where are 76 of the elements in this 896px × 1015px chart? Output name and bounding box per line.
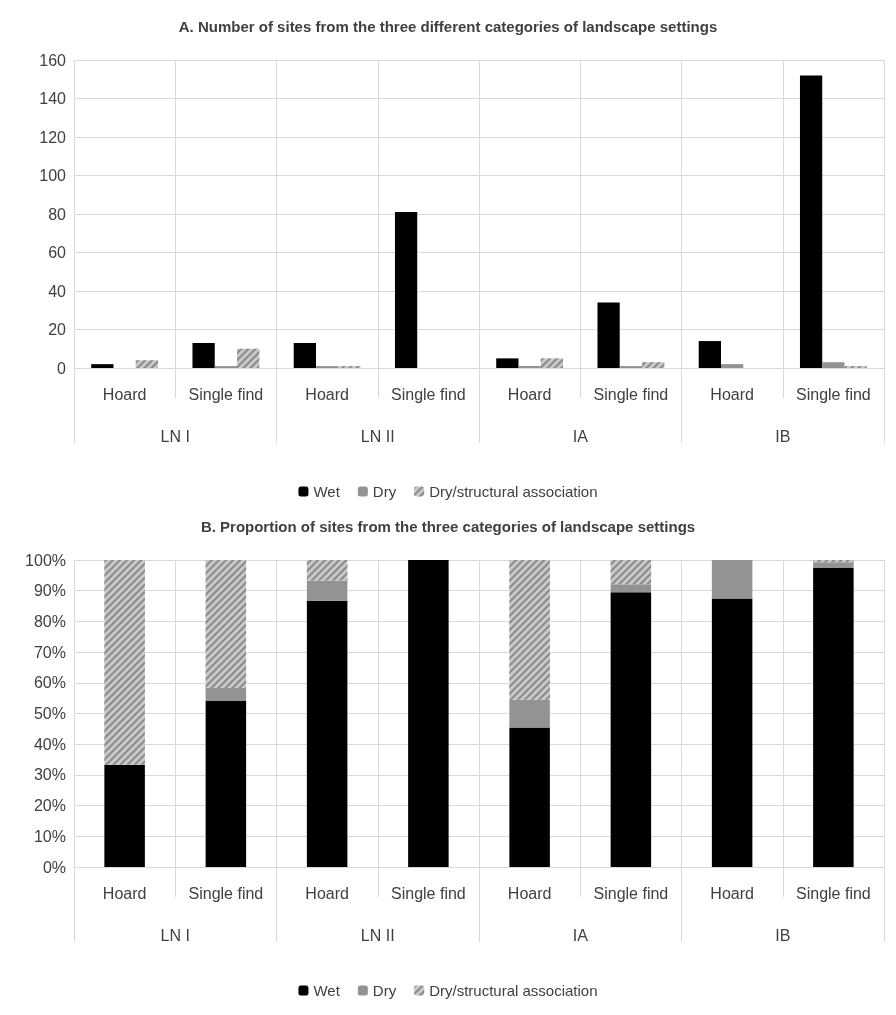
bar: [509, 727, 550, 867]
y-tick-label: 30%: [33, 766, 66, 784]
x-tick-label: Hoard: [305, 385, 349, 403]
bar: [711, 598, 753, 867]
bar: [822, 362, 845, 368]
text: LN II: [360, 926, 395, 944]
y-tick-label: 100: [39, 167, 67, 184]
x-tick-label: Single find: [188, 385, 264, 403]
text: IB: [775, 427, 791, 445]
x-tick-label: Single find: [796, 884, 871, 902]
x-tick-label: Hoard: [305, 884, 349, 902]
y-tick-label: 80: [48, 205, 67, 223]
legend-label: Wet: [313, 982, 341, 999]
legend-label: Dry/structural association: [429, 982, 598, 999]
x-tick-label: Hoard: [507, 884, 552, 902]
bar: [306, 580, 348, 601]
bar: [205, 700, 247, 867]
legend-label: Wet: [313, 483, 341, 500]
x-tick-label: Hoard: [710, 884, 754, 902]
y-tick-label: 40: [48, 282, 67, 300]
x-tick-label: Single find: [593, 884, 669, 902]
bar: [698, 341, 721, 368]
x-tick-label: Single find: [391, 884, 466, 902]
x-tick-label: Single find: [796, 385, 871, 403]
x-tick-label: Single find: [593, 385, 669, 403]
y-tick-label: 160: [39, 51, 67, 69]
y-tick-label: 60%: [33, 674, 66, 692]
y-tick-label: 80%: [33, 612, 66, 630]
bar: [306, 600, 348, 867]
text: LN II: [360, 427, 395, 445]
text: LN I: [160, 427, 190, 445]
bar: [496, 358, 519, 368]
bar: [610, 592, 652, 867]
legend-label: Dry: [372, 483, 397, 500]
y-tick-label: 0: [57, 359, 67, 377]
y-tick-label: 40%: [33, 735, 66, 753]
y-tick-label: 10%: [33, 827, 66, 845]
legend-label: Dry/structural association: [429, 483, 598, 500]
bar: [813, 562, 854, 568]
bar: [104, 764, 145, 867]
bar: [597, 302, 620, 368]
y-tick-label: 20%: [33, 797, 66, 815]
bar: [91, 364, 114, 368]
y-tick-label: 140: [39, 90, 67, 107]
text: IA: [572, 427, 589, 445]
x-tick-label: Hoard: [710, 385, 754, 403]
bar: [509, 699, 550, 728]
bar: [293, 342, 316, 368]
text: LN I: [160, 926, 190, 944]
legend-label: Dry: [372, 982, 397, 999]
bar: [408, 560, 449, 867]
bar: [720, 364, 744, 368]
x-tick-label: Hoard: [102, 385, 147, 403]
text: IA: [572, 926, 589, 944]
x-tick-label: Single find: [391, 385, 466, 403]
bar: [799, 75, 823, 368]
y-tick-label: 60: [48, 244, 67, 261]
bar: [205, 688, 247, 701]
bar: [394, 212, 418, 368]
text: IB: [775, 926, 791, 944]
chart-title: B. Proportion of sites from the three categories of landscape settings: [200, 518, 696, 535]
y-tick-label: 0%: [42, 858, 66, 876]
bar: [192, 342, 215, 368]
y-tick-label: 100%: [25, 551, 66, 569]
bar: [711, 560, 753, 599]
y-tick-label: 50%: [33, 705, 66, 722]
chart-title: A. Number of sites from the three different categories of landscape settings: [178, 18, 718, 35]
x-tick-label: Hoard: [507, 385, 552, 403]
bar: [610, 584, 652, 593]
bar: [813, 567, 854, 867]
y-tick-label: 20: [48, 321, 67, 338]
y-tick-label: 120: [39, 128, 67, 146]
x-tick-label: Single find: [188, 884, 264, 902]
y-tick-label: 90%: [33, 582, 66, 600]
y-tick-label: 70%: [33, 643, 66, 661]
x-tick-label: Hoard: [102, 884, 147, 902]
